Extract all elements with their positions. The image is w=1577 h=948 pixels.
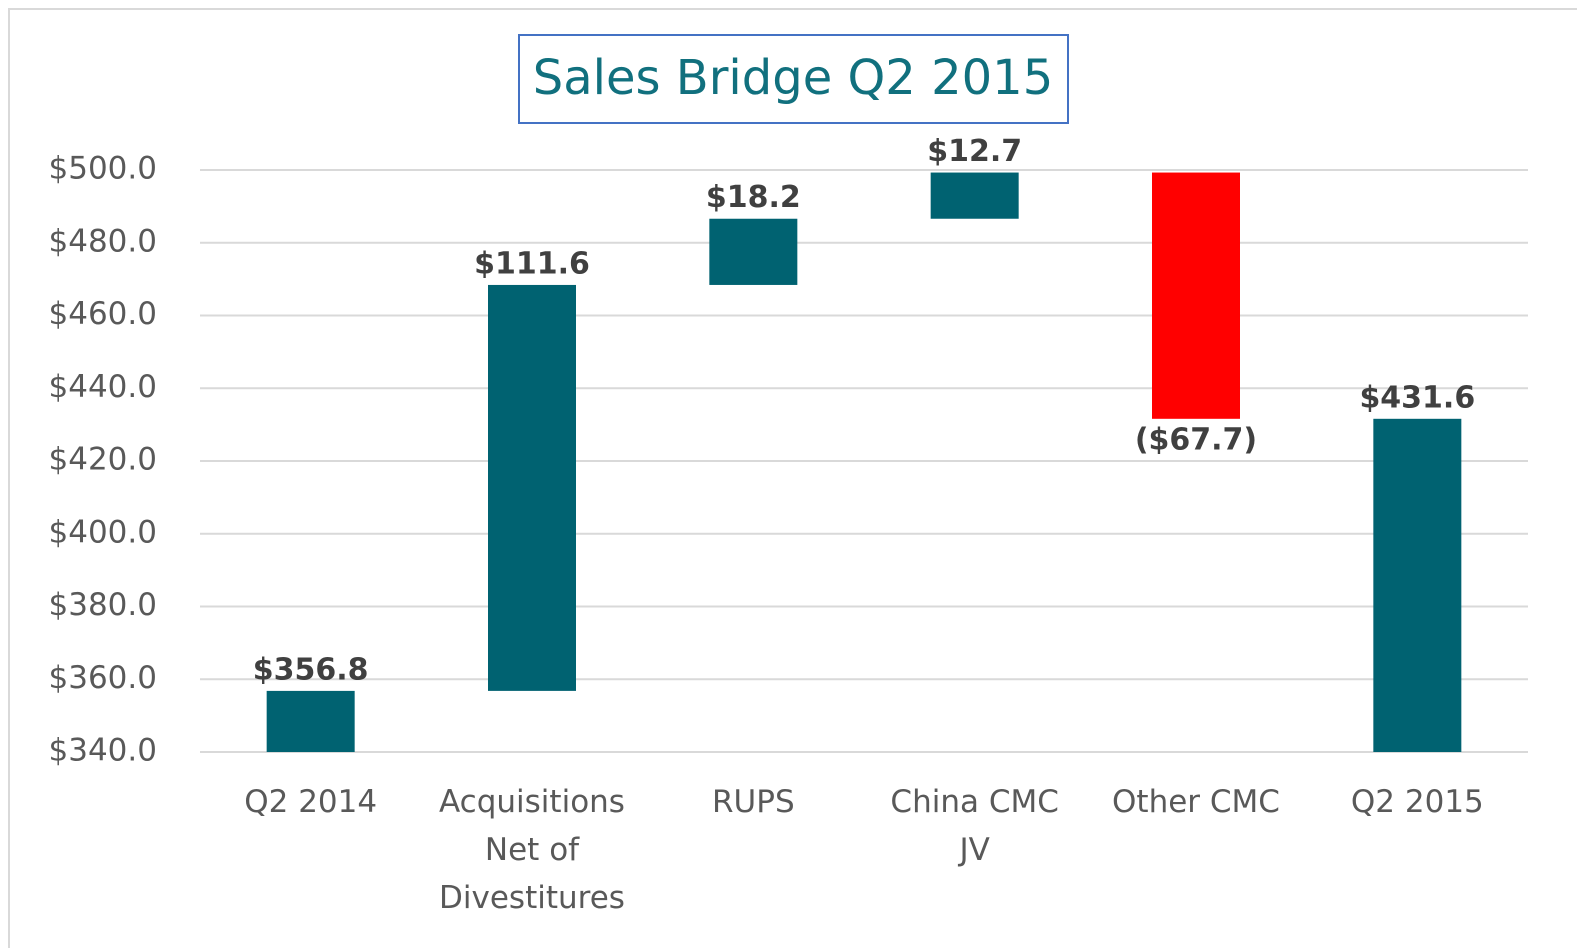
x-tick-label: China CMC JV bbox=[890, 784, 1059, 868]
y-tick-label: $460.0 bbox=[49, 296, 157, 332]
x-tick-label: Acquisitions Net of Divestitures bbox=[439, 784, 625, 916]
chart-title: Sales Bridge Q2 2015 bbox=[533, 50, 1053, 106]
y-tick-label: $380.0 bbox=[49, 587, 157, 623]
y-tick-label: $500.0 bbox=[49, 151, 157, 187]
data-label: $18.2 bbox=[706, 180, 801, 215]
y-tick-label: $440.0 bbox=[49, 369, 157, 405]
x-tick-label: Q2 2014 bbox=[244, 784, 378, 820]
bar bbox=[930, 172, 1019, 219]
bar bbox=[266, 690, 355, 752]
x-tick-label: Other CMC bbox=[1112, 784, 1280, 820]
y-tick-label: $340.0 bbox=[49, 733, 157, 769]
x-tick-label: Q2 2015 bbox=[1350, 784, 1484, 820]
data-label: ($67.7) bbox=[1135, 422, 1257, 457]
data-label: $111.6 bbox=[474, 246, 590, 281]
y-tick-label: $420.0 bbox=[49, 442, 157, 478]
bar bbox=[709, 218, 798, 285]
bar bbox=[488, 284, 576, 691]
y-tick-label: $360.0 bbox=[49, 660, 157, 696]
data-label: $12.7 bbox=[927, 134, 1022, 169]
y-tick-label: $400.0 bbox=[49, 514, 157, 550]
bar bbox=[1373, 418, 1462, 752]
y-tick-label: $480.0 bbox=[49, 223, 157, 259]
chart-border bbox=[8, 8, 1577, 948]
title-box bbox=[518, 34, 1069, 124]
data-label: $431.6 bbox=[1359, 380, 1475, 415]
data-label: $356.8 bbox=[253, 652, 369, 687]
bar bbox=[1152, 172, 1240, 419]
x-tick-label: RUPS bbox=[712, 784, 795, 820]
